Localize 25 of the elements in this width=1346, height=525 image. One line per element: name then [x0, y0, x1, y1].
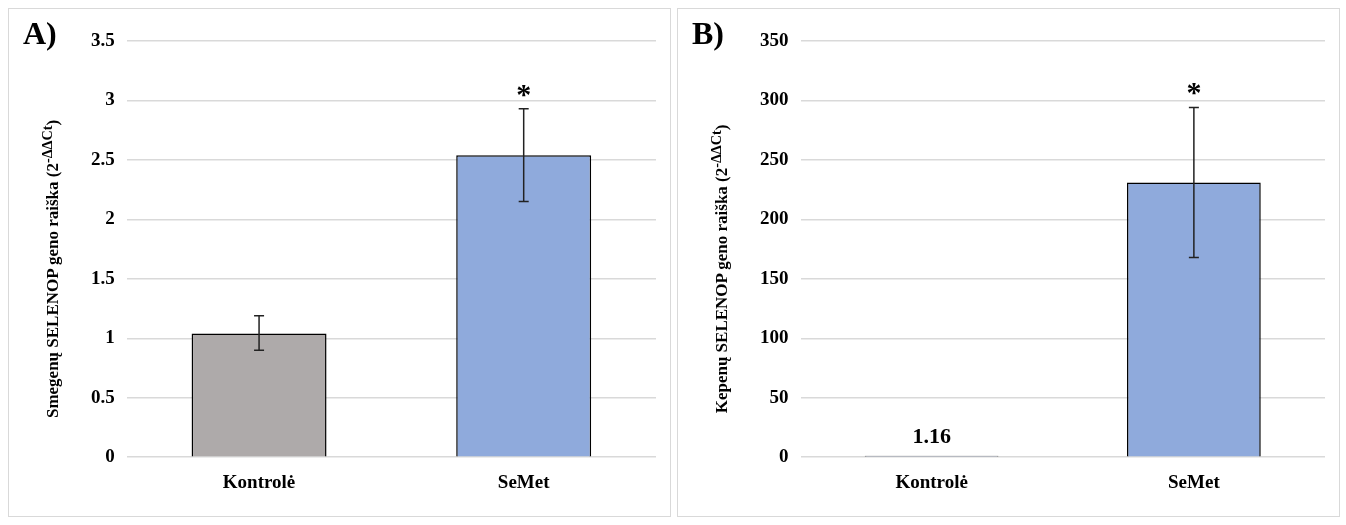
y-tick-label: 200 — [760, 207, 789, 229]
data-label: 1.16 — [912, 422, 951, 448]
y-tick-label: 150 — [760, 266, 789, 288]
x-tick-label: SeMet — [1168, 470, 1221, 492]
annotation: * — [1186, 75, 1202, 109]
y-tick-label: 2.5 — [91, 147, 115, 169]
y-tick-label: 250 — [760, 147, 789, 169]
y-tick-label: 2 — [105, 207, 115, 229]
x-tick-label: Kontrolė — [222, 470, 296, 492]
y-tick-label: 300 — [760, 88, 789, 110]
x-tick-label: SeMet — [497, 470, 551, 492]
chart-title: A) — [23, 15, 57, 52]
y-tick-label: 0 — [105, 445, 115, 467]
y-tick-label: 350 — [760, 28, 789, 50]
chart-title: B) — [692, 15, 724, 52]
annotation: * — [516, 76, 532, 110]
y-tick-label: 0 — [779, 445, 789, 467]
y-tick-label: 0.5 — [91, 385, 115, 407]
x-tick-label: Kontrolė — [895, 470, 968, 492]
y-tick-label: 1 — [105, 326, 115, 348]
y-tick-label: 3.5 — [91, 28, 115, 50]
y-tick-label: 3 — [105, 88, 115, 110]
y-tick-label: 1.5 — [91, 266, 115, 288]
y-tick-label: 50 — [769, 385, 789, 407]
y-tick-label: 100 — [760, 326, 789, 348]
